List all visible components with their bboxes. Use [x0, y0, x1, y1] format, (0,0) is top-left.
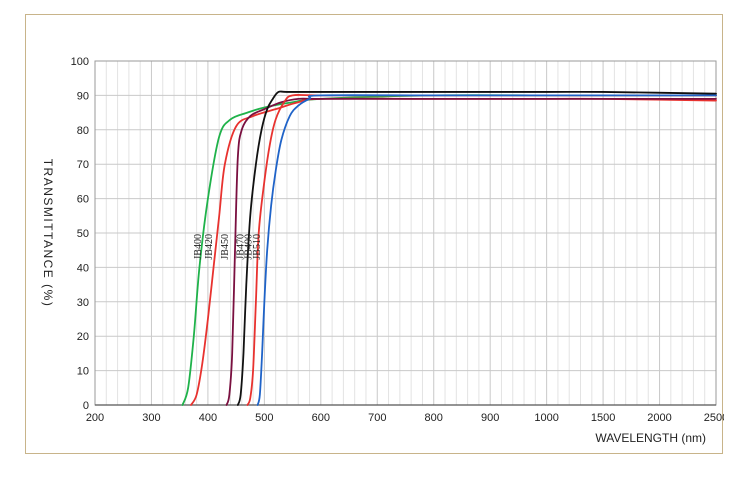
y-tick-label: 60: [77, 194, 89, 206]
x-tick-label: 600: [312, 412, 330, 424]
y-tick-label: 90: [77, 90, 89, 102]
x-tick-label: 900: [481, 412, 499, 424]
x-tick-label: 2000: [647, 412, 671, 424]
series-line-jb450: [225, 97, 717, 406]
y-tick-labels: 0 10 20 30 40 50 60 70 80 90 100: [71, 56, 89, 412]
x-axis-title: WAVELENGTH (nm): [595, 431, 706, 445]
x-tick-label: 300: [142, 412, 160, 424]
major-grid: [94, 60, 717, 406]
series-line-jb510: [256, 94, 717, 406]
y-tick-label: 70: [77, 159, 89, 171]
series-label-jb450: JB450: [220, 234, 231, 260]
y-tick-label: 0: [83, 400, 89, 412]
y-tick-label: 100: [71, 56, 89, 68]
series-label-jb400: JB400: [193, 234, 204, 260]
x-tick-label: 700: [368, 412, 386, 424]
chart-frame: JB400 JB420 JB450 JB470 JB490 JB510 200 300 400…: [25, 14, 724, 454]
y-axis-title: TRANSMITTANCE (%): [41, 159, 55, 308]
x-tick-label: 800: [425, 412, 443, 424]
series-label-jb470: JB470: [235, 234, 246, 260]
y-tick-label: 50: [77, 228, 89, 240]
series-label-jb510: JB510: [252, 234, 263, 260]
x-tick-label: 500: [255, 412, 273, 424]
series-label-jb420: JB420: [204, 234, 215, 260]
series-line-jb470: [236, 90, 717, 406]
x-tick-label: 400: [199, 412, 217, 424]
series-lines: [181, 90, 717, 406]
y-tick-label: 40: [77, 262, 89, 274]
axes: [94, 60, 717, 406]
y-tick-label: 80: [77, 125, 89, 137]
series-label-jb490: JB490: [244, 234, 255, 260]
y-tick-label: 10: [77, 366, 89, 378]
x-tick-label: 200: [86, 412, 104, 424]
y-tick-label: 30: [77, 297, 89, 309]
x-tick-label: 1500: [591, 412, 615, 424]
y-tick-label: 20: [77, 331, 89, 343]
x-tick-label: 1000: [534, 412, 558, 424]
series-line-jb490: [246, 93, 717, 406]
